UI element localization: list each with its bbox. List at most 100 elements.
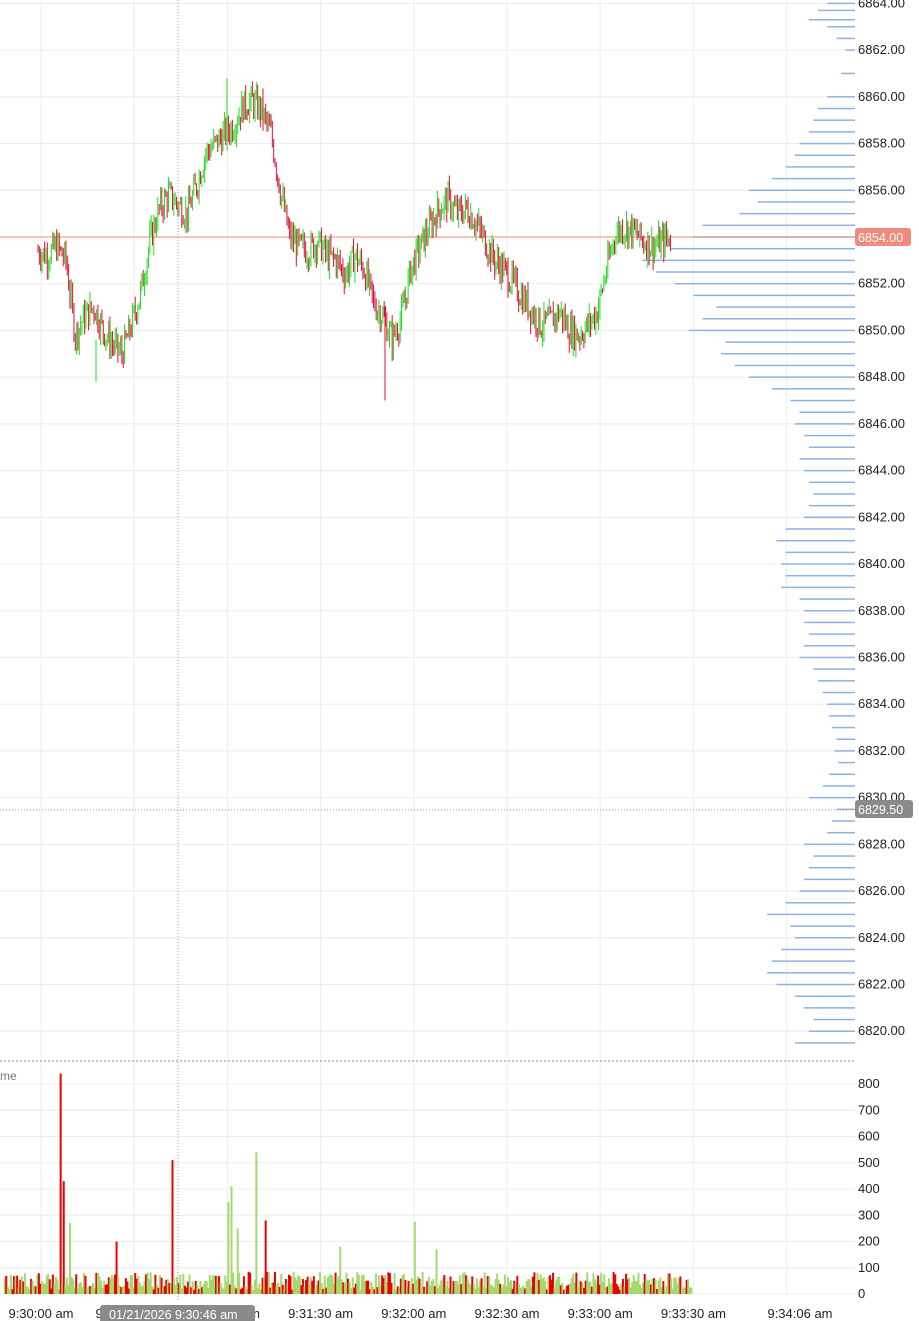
volume-bar — [541, 1278, 544, 1294]
profile-bar — [771, 960, 855, 962]
volume-bar — [228, 1284, 231, 1294]
volume-bar — [475, 1278, 478, 1294]
volume-bar — [444, 1286, 447, 1294]
price-axis[interactable]: 6864.00 6862.00 6860.00 6858.00 6856.00 6854.… — [858, 0, 905, 1038]
volume-bar — [25, 1285, 28, 1294]
profile-bar — [808, 633, 855, 635]
volume-bar — [556, 1276, 559, 1294]
volume-bar — [528, 1279, 531, 1294]
crosshair-price-badge-bg — [855, 800, 913, 818]
volume-bar — [140, 1286, 143, 1294]
volume-bar — [264, 1220, 267, 1294]
volume-bar — [370, 1282, 373, 1294]
volume-bar — [660, 1287, 663, 1294]
volume-bar — [603, 1274, 606, 1294]
volume-bar — [486, 1275, 489, 1294]
volume-bar — [584, 1280, 587, 1294]
volume-bar — [298, 1276, 301, 1294]
volume-tick-label: 100 — [858, 1260, 880, 1275]
volume-bar — [250, 1284, 253, 1294]
volume-bar — [657, 1280, 660, 1294]
volume-bar — [507, 1277, 509, 1294]
volume-bar — [350, 1288, 353, 1294]
profile-bar — [656, 271, 855, 273]
volume-bar — [381, 1275, 384, 1294]
volume-bar — [219, 1282, 222, 1294]
volume-bar — [617, 1286, 620, 1294]
profile-bar — [813, 1018, 855, 1021]
volume-bar — [199, 1280, 202, 1294]
volume-bar — [13, 1276, 16, 1294]
volume-bar — [210, 1279, 213, 1294]
volume-bar — [120, 1287, 123, 1294]
volume-bar — [325, 1287, 328, 1294]
volume-axis[interactable]: 800 700 600 500 400 300 200 100 0 — [858, 1076, 880, 1301]
volume-bar — [155, 1284, 158, 1294]
crosshair-price-badge-text: 6829.50 — [858, 803, 903, 817]
price-tick-label: 6856.00 — [858, 182, 905, 197]
crosshair-time-badge: 01/21/2026 9:30:46 am — [100, 1305, 255, 1321]
volume-bar — [314, 1288, 317, 1294]
volume-bar — [440, 1280, 443, 1294]
volume-bar — [283, 1289, 286, 1294]
volume-bar — [666, 1273, 669, 1294]
profile-bar — [702, 318, 855, 320]
price-series — [37, 78, 671, 401]
volume-bar — [204, 1280, 207, 1294]
profile-bar — [785, 574, 855, 577]
volume-bar — [334, 1272, 337, 1294]
profile-bar — [804, 469, 855, 472]
volume-bar — [679, 1276, 682, 1294]
volume-bar — [230, 1186, 233, 1294]
volume-bar — [169, 1284, 172, 1294]
volume-bar — [145, 1274, 148, 1294]
volume-bar — [126, 1281, 129, 1294]
profile-bar — [829, 715, 855, 717]
profile-bar — [831, 820, 855, 822]
volume-bar — [291, 1289, 294, 1294]
volume-bar — [11, 1289, 14, 1294]
volume-bar — [89, 1285, 92, 1294]
volume-bar — [645, 1279, 648, 1294]
volume-bar — [676, 1283, 679, 1294]
profile-bar — [834, 750, 855, 752]
time-tick-label: 9:31:30 am — [288, 1306, 353, 1321]
volume-bar — [333, 1283, 336, 1294]
volume-bar — [146, 1272, 149, 1294]
volume-bar — [41, 1281, 43, 1294]
volume-bar — [166, 1278, 169, 1294]
profile-bar — [702, 224, 855, 227]
volume-bar — [517, 1284, 520, 1294]
volume-bar — [132, 1287, 135, 1294]
volume-bar — [373, 1289, 376, 1294]
volume-bar — [22, 1281, 25, 1294]
volume-bar — [286, 1283, 289, 1294]
volume-bar — [281, 1284, 284, 1294]
volume-bar — [620, 1282, 623, 1294]
volume-bar — [680, 1288, 683, 1294]
profile-bar — [804, 878, 855, 881]
volume-bar — [423, 1286, 426, 1294]
volume-bar — [570, 1277, 573, 1294]
price-tick-label: 6820.00 — [858, 1023, 905, 1038]
profile-bar — [804, 645, 855, 647]
volume-bar — [305, 1280, 308, 1294]
volume-bar — [277, 1282, 280, 1294]
volume-bar — [631, 1282, 634, 1294]
volume-bar — [640, 1288, 643, 1294]
profile-bar — [813, 493, 855, 495]
volume-bar — [196, 1285, 199, 1294]
volume-bar — [384, 1274, 387, 1294]
volume-legend: me — [0, 1069, 17, 1083]
volume-bar — [227, 1202, 230, 1294]
volume-bar — [197, 1288, 200, 1294]
volume-bar — [454, 1280, 457, 1294]
volume-bar — [513, 1280, 516, 1294]
volume-bar — [635, 1280, 638, 1294]
volume-bar — [233, 1285, 236, 1294]
volume-bar — [639, 1284, 642, 1294]
volume-bar — [263, 1276, 266, 1294]
volume-bar — [187, 1281, 190, 1294]
volume-bar — [485, 1288, 488, 1294]
